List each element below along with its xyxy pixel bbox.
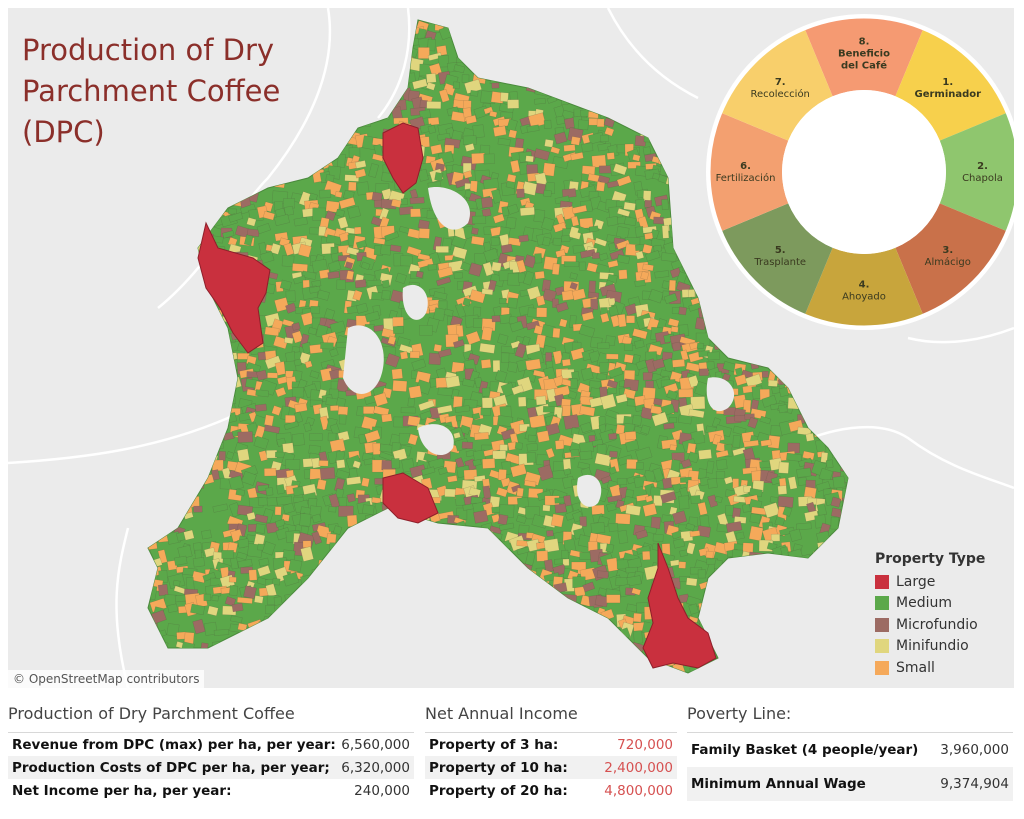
- legend-label: Minifundio: [896, 638, 969, 655]
- legend-swatch: [875, 639, 889, 654]
- map-gaps: [343, 187, 735, 507]
- row-value: 6,320,000: [341, 759, 410, 776]
- cycle-stage-label: 1. Germinador: [914, 77, 981, 100]
- cycle-stage-label: 8. Beneficio del Café: [838, 37, 890, 72]
- row-value: 4,800,000: [604, 782, 673, 799]
- production-panel: Production of Dry Parchment Coffee Reven…: [8, 696, 414, 802]
- legend-swatch: [875, 574, 889, 589]
- map-attribution[interactable]: © OpenStreetMap contributors: [8, 670, 205, 688]
- poverty-heading: Poverty Line:: [687, 704, 792, 723]
- table-row: Property of 20 ha: 4,800,000: [425, 779, 677, 802]
- cycle-stage-label: 6. Fertilización: [716, 161, 776, 184]
- cycle-stage-segment: [709, 112, 789, 232]
- row-label: Property of 3 ha:: [429, 736, 559, 753]
- cycle-stage-segment: [804, 247, 924, 327]
- row-value: 6,560,000: [341, 736, 410, 753]
- row-value: 9,374,904: [940, 776, 1009, 792]
- table-row: Minimum Annual Wage 9,374,904: [687, 767, 1013, 801]
- legend-item-medium[interactable]: Medium: [875, 593, 1005, 615]
- poverty-line-panel: Poverty Line: Family Basket (4 people/ye…: [687, 696, 1013, 801]
- legend: Property Type Large Medium Microfundio Mini…: [875, 551, 1005, 679]
- row-value: 720,000: [617, 736, 673, 753]
- page-title: Production of Dry Parchment Coffee (DPC): [22, 33, 281, 149]
- legend-swatch: [875, 617, 889, 632]
- table-row: Property of 10 ha: 2,400,000: [425, 756, 677, 779]
- cycle-stage-segment: [895, 28, 1008, 141]
- cycle-stage-segment: [720, 28, 833, 141]
- legend-swatch: [875, 596, 889, 611]
- map-view[interactable]: Production of Dry Parchment Coffee (DPC)…: [8, 8, 1014, 688]
- row-value: 2,400,000: [604, 759, 673, 776]
- coffee-cycle-diagram: 8. Beneficio del Café 1. Germinador 2. Chapola…: [704, 12, 1014, 332]
- table-row: Production Costs of DPC per ha, per year…: [8, 756, 414, 779]
- cycle-stage-label: 2. Chapola: [962, 161, 1003, 184]
- row-label: Property of 10 ha:: [429, 759, 568, 776]
- production-heading: Production of Dry Parchment Coffee: [8, 704, 295, 723]
- legend-label: Large: [896, 573, 936, 590]
- legend-label: Medium: [896, 595, 952, 612]
- table-row: Revenue from DPC (max) per ha, per year:…: [8, 733, 414, 756]
- cycle-stage-segment: [939, 112, 1014, 232]
- row-value: 240,000: [354, 782, 410, 799]
- large-properties: [197, 122, 717, 669]
- cycle-stage-label: 3. Almácigo: [925, 245, 971, 268]
- net-income-heading: Net Annual Income: [425, 704, 578, 723]
- row-label: Production Costs of DPC per ha, per year…: [12, 759, 330, 776]
- table-row: Net Income per ha, per year: 240,000: [8, 779, 414, 802]
- legend-swatch: [875, 660, 889, 675]
- legend-title: Property Type: [875, 551, 986, 567]
- table-row: Family Basket (4 people/year) 3,960,000: [687, 733, 1013, 767]
- cycle-stage-segment: [895, 203, 1008, 316]
- cycle-stage-segment: [720, 203, 833, 316]
- legend-label: Microfundio: [896, 616, 978, 633]
- cycle-stage-segment: [804, 17, 924, 97]
- row-label: Family Basket (4 people/year): [691, 742, 919, 758]
- cycle-stage-label: 5. Trasplante: [753, 245, 806, 268]
- legend-item-large[interactable]: Large: [875, 571, 1005, 593]
- legend-label: Small: [896, 659, 935, 676]
- row-label: Minimum Annual Wage: [691, 776, 866, 792]
- net-income-panel: Net Annual Income Property of 3 ha: 720,…: [425, 696, 677, 802]
- row-value: 3,960,000: [940, 742, 1009, 758]
- legend-item-minifundio[interactable]: Minifundio: [875, 636, 1005, 658]
- table-row: Property of 3 ha: 720,000: [425, 733, 677, 756]
- cycle-stage-label: 7. Recolección: [750, 77, 809, 100]
- legend-item-microfundio[interactable]: Microfundio: [875, 614, 1005, 636]
- row-label: Net Income per ha, per year:: [12, 782, 232, 799]
- row-label: Revenue from DPC (max) per ha, per year:: [12, 736, 336, 753]
- cycle-stage-label: 4. Ahoyado: [842, 280, 886, 303]
- row-label: Property of 20 ha:: [429, 782, 568, 799]
- legend-item-small[interactable]: Small: [875, 657, 1005, 679]
- cycle-ring: 8. Beneficio del Café 1. Germinador 2. Chapola…: [706, 14, 1014, 330]
